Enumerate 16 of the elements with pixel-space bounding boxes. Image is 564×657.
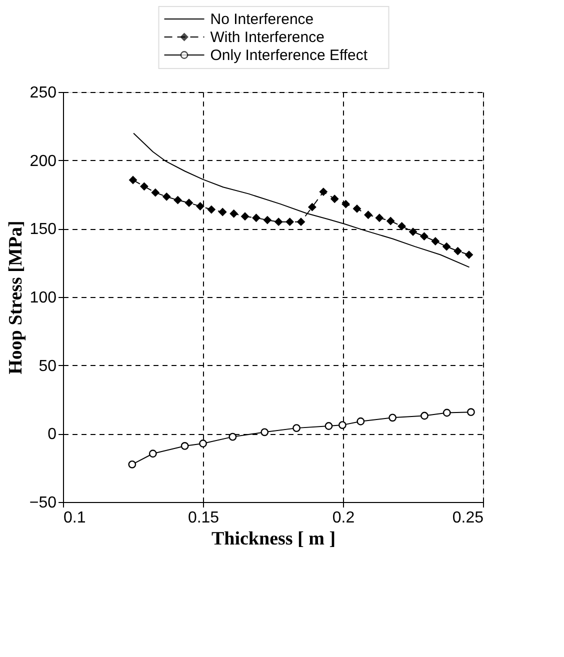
y-axis-title: Hoop Stress [MPa] — [5, 220, 26, 374]
y-tick-label: 0 — [48, 426, 57, 444]
legend-label: No Interference — [210, 11, 314, 28]
y-tick-label: 200 — [30, 152, 57, 170]
x-axis-title: Thickness [ m ] — [211, 528, 336, 550]
x-tick-label: 0.1 — [64, 510, 86, 526]
y-tick-label: 100 — [30, 290, 57, 306]
x-tick-label: 0.2 — [332, 510, 355, 526]
y-tick-label: −50 — [29, 494, 57, 512]
y-tick-label: 250 — [30, 84, 57, 102]
x-tick-label: 0.15 — [188, 510, 220, 526]
legend-label: With Interference — [210, 29, 324, 46]
y-tick-label: 50 — [38, 358, 57, 375]
y-tick-label: 150 — [30, 221, 57, 238]
legend-label: Only Interference Effect — [210, 47, 368, 64]
x-tick-label: 0.25 — [452, 510, 484, 526]
